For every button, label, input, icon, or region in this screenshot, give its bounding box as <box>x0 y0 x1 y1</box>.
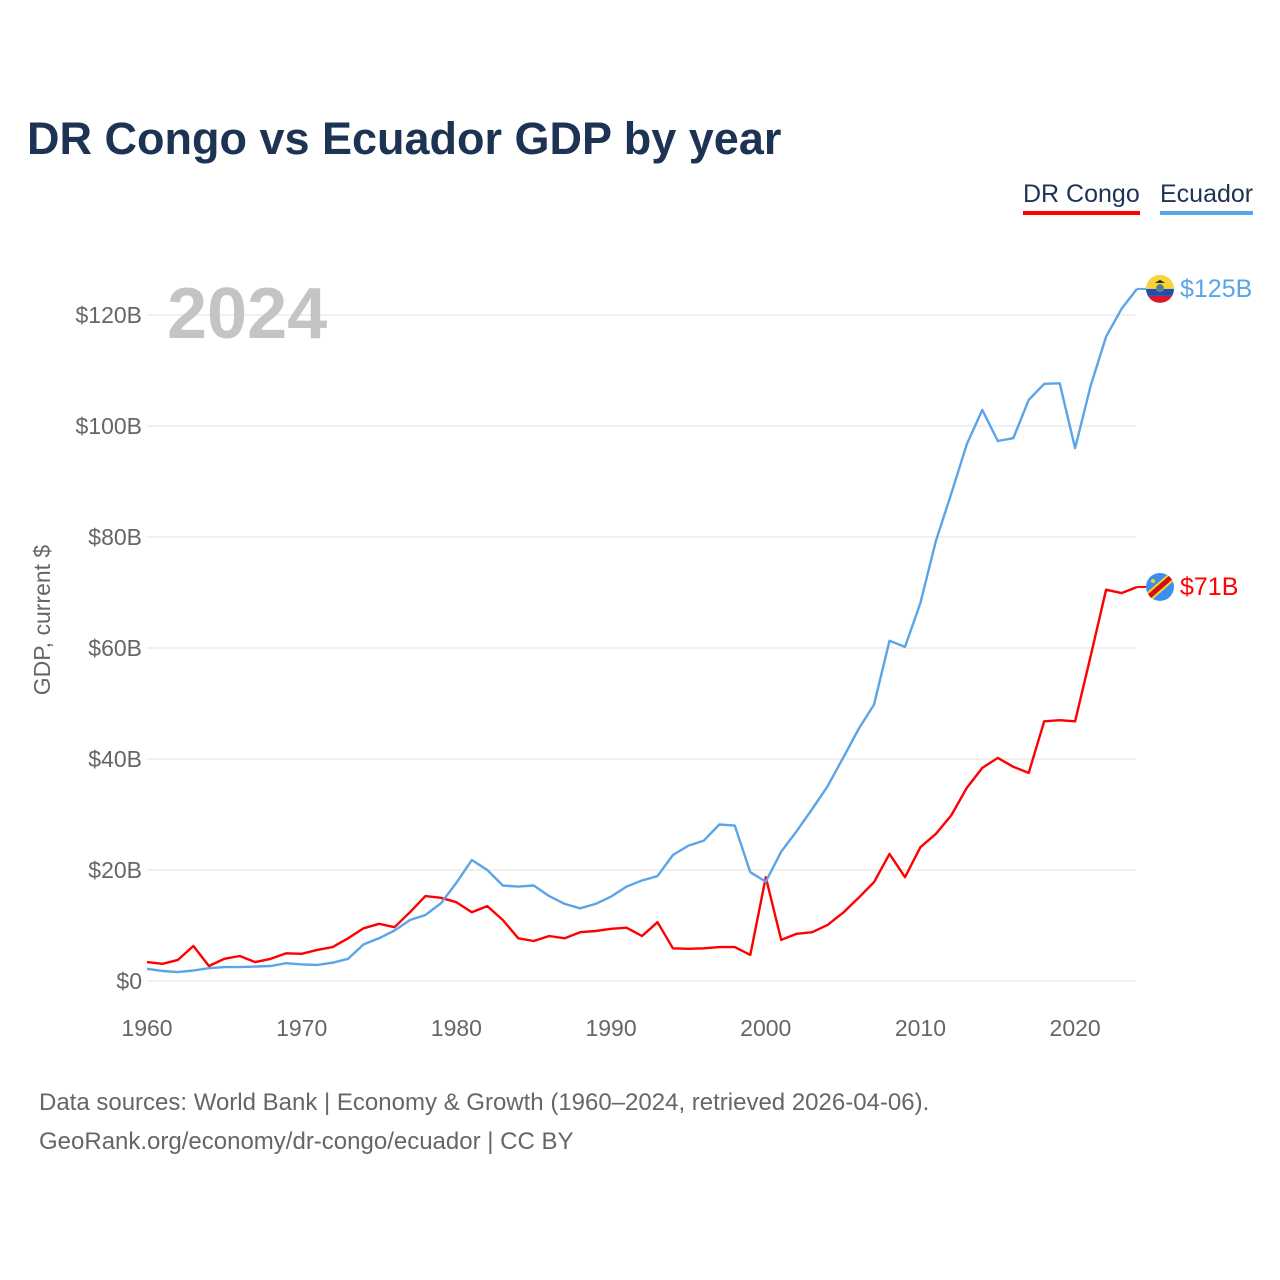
x-tick-label: 2010 <box>895 1015 946 1041</box>
y-tick-label: $120B <box>75 302 142 328</box>
y-tick-label: $80B <box>88 524 142 550</box>
footer-attribution[interactable]: GeoRank.org/economy/dr-congo/ecuador | C… <box>39 1128 574 1155</box>
chart-title: DR Congo vs Ecuador GDP by year <box>27 113 782 164</box>
ecuador-flag-icon <box>1146 274 1174 303</box>
x-tick-label: 2020 <box>1050 1015 1101 1041</box>
legend-item-ecuador[interactable]: Ecuador <box>1160 180 1254 215</box>
x-tick-label: 1960 <box>121 1015 172 1041</box>
end-value-label: $71B <box>1180 573 1238 601</box>
dr-congo-flag-icon <box>1146 572 1174 601</box>
x-tick-label: 1970 <box>276 1015 327 1041</box>
x-tick-label: 1990 <box>585 1015 636 1041</box>
series-line-ecuador[interactable] <box>146 288 1138 974</box>
y-tick-label: $20B <box>88 857 142 883</box>
footer: Data sources: World Bank | Economy & Gro… <box>39 1083 929 1161</box>
footer-sources: Data sources: World Bank | Economy & Gro… <box>39 1089 930 1116</box>
end-value-label: $125B <box>1180 275 1252 303</box>
y-tick-label: $100B <box>75 413 142 439</box>
y-tick-label: $60B <box>88 635 142 661</box>
y-axis-label: GDP, current $ <box>29 545 55 696</box>
y-tick-label: $0 <box>116 968 142 994</box>
y-tick-label: $40B <box>88 746 142 772</box>
x-tick-label: 1980 <box>431 1015 482 1041</box>
legend-item-dr-congo[interactable]: DR Congo <box>1023 180 1140 215</box>
series-line-dr-congo[interactable] <box>146 585 1138 968</box>
x-tick-label: 2000 <box>740 1015 791 1041</box>
year-watermark: 2024 <box>167 274 327 354</box>
